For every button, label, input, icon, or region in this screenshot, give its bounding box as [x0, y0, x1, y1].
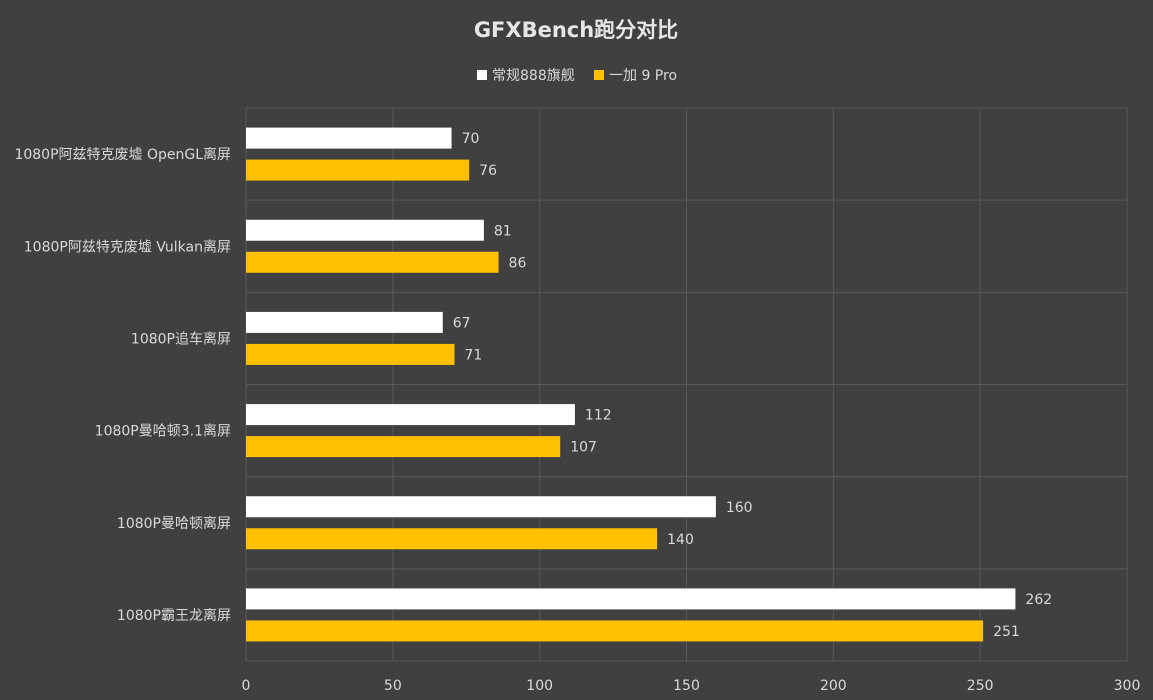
plot-area: 70 76 81 86 67 71 112 107 160 140 262 251: [246, 127, 1052, 642]
data-label: 112: [585, 408, 612, 424]
data-label: 107: [570, 440, 597, 456]
grid: [245, 107, 1128, 662]
legend-label-series-1: 常规888旗舰: [492, 68, 575, 84]
data-label: 86: [509, 255, 527, 271]
bar-series-1: [246, 311, 443, 333]
data-label: 262: [1025, 592, 1052, 608]
chart-title: GFXBench跑分对比: [474, 18, 678, 42]
data-label: 71: [465, 347, 483, 363]
data-label: 251: [993, 624, 1020, 640]
legend: 常规888旗舰 一加 9 Pro: [477, 68, 677, 84]
legend-label-series-2: 一加 9 Pro: [609, 68, 677, 84]
x-axis: 0 50 100 150 200 250 300: [242, 678, 1141, 694]
x-tick-label: 250: [967, 678, 994, 694]
category-label: 1080P追车离屏: [131, 330, 231, 347]
x-tick-label: 0: [242, 678, 251, 694]
data-label: 70: [462, 131, 480, 147]
data-label: 76: [479, 163, 497, 179]
category-labels: 1080P阿兹特克废墟 OpenGL离屏 1080P阿兹特克废墟 Vulkan离屏…: [14, 146, 231, 624]
data-label: 160: [726, 500, 753, 516]
bar-series-2: [246, 620, 984, 642]
bar-series-1: [246, 219, 484, 241]
bar-series-1: [246, 588, 1016, 610]
x-tick-label: 150: [673, 678, 700, 694]
bar-series-1: [246, 127, 452, 149]
category-label: 1080P阿兹特克废墟 Vulkan离屏: [24, 238, 231, 255]
x-tick-label: 50: [384, 678, 402, 694]
data-label: 67: [453, 315, 471, 331]
x-tick-label: 100: [526, 678, 553, 694]
data-label: 81: [494, 223, 512, 239]
legend-swatch-series-1: [477, 70, 487, 80]
bar-series-2: [246, 436, 561, 458]
data-label: 140: [667, 532, 694, 548]
bar-series-2: [246, 251, 499, 273]
bar-series-1: [246, 404, 575, 426]
x-tick-label: 300: [1114, 678, 1141, 694]
category-label: 1080P霸王龙离屏: [117, 607, 231, 624]
category-label: 1080P阿兹特克废墟 OpenGL离屏: [14, 146, 231, 163]
bar-series-1: [246, 496, 716, 518]
bar-series-2: [246, 159, 470, 181]
x-tick-label: 200: [820, 678, 847, 694]
bar-series-2: [246, 343, 455, 365]
bar-series-2: [246, 528, 658, 550]
legend-swatch-series-2: [594, 70, 604, 80]
category-label: 1080P曼哈顿离屏: [117, 515, 231, 532]
category-label: 1080P曼哈顿3.1离屏: [95, 423, 231, 440]
